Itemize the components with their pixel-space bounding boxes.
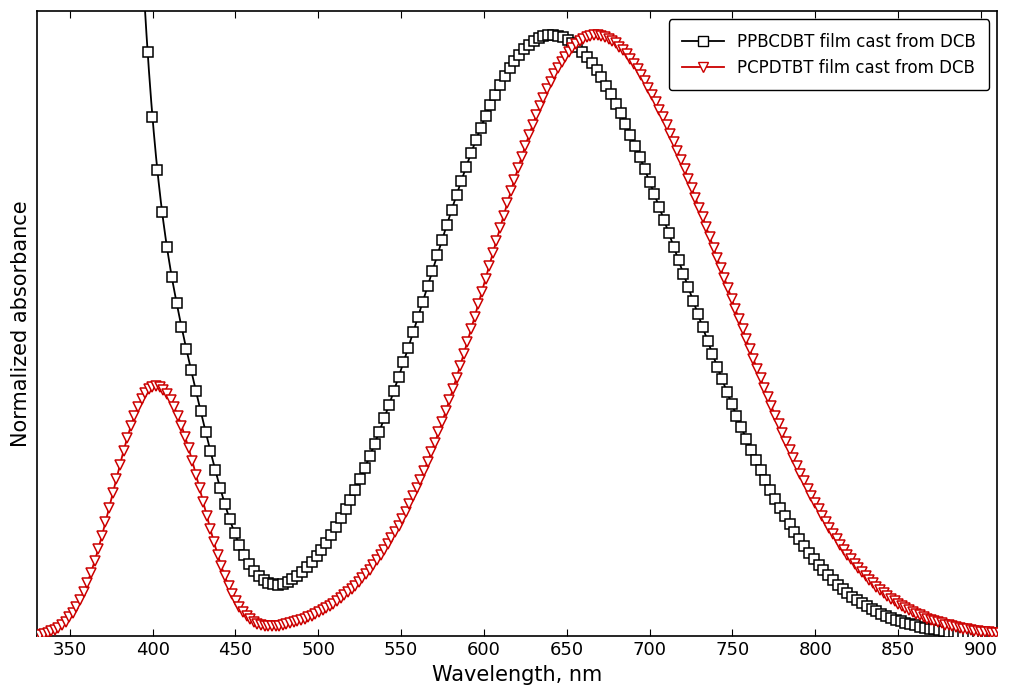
X-axis label: Wavelength, nm: Wavelength, nm bbox=[432, 665, 602, 685]
Legend: PPBCDBT film cast from DCB, PCPDTBT film cast from DCB: PPBCDBT film cast from DCB, PCPDTBT film… bbox=[668, 19, 988, 90]
Y-axis label: Normalized absorbance: Normalized absorbance bbox=[11, 200, 31, 447]
